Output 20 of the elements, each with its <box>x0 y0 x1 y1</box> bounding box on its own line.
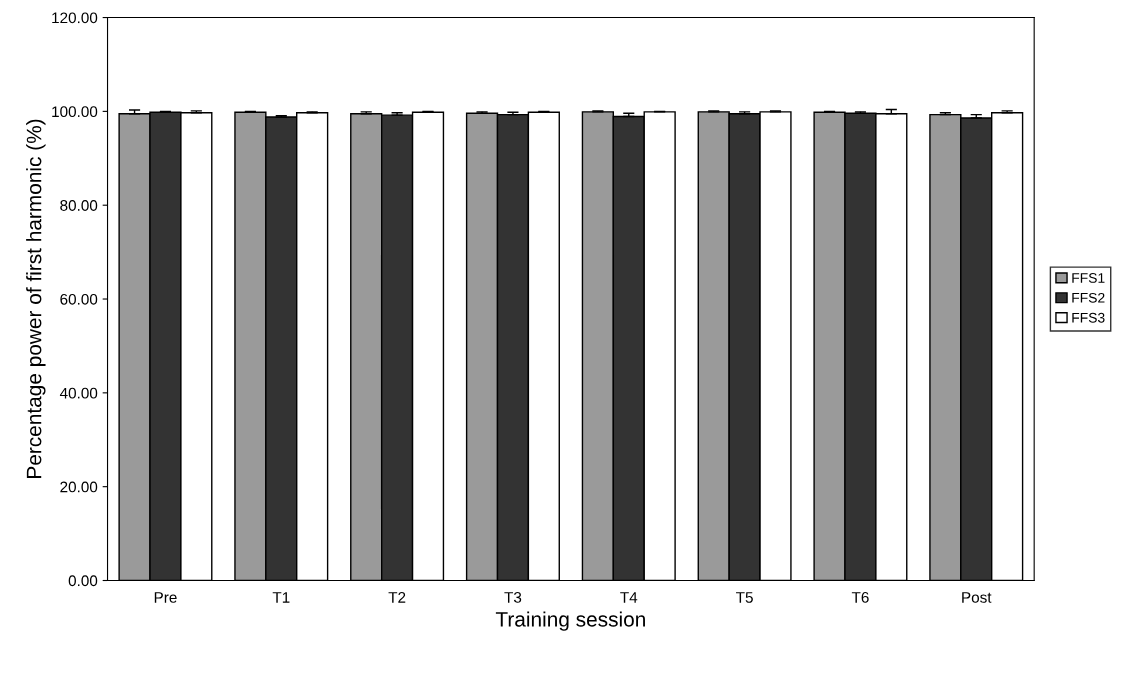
y-tick-label: 20.00 <box>60 481 98 493</box>
legend-label: FFS2 <box>1072 292 1105 303</box>
y-axis-title: Percentage power of first harmonic (%) <box>26 119 46 478</box>
x-tick-label: T6 <box>851 592 869 603</box>
y-tick-label: 100.00 <box>52 106 98 118</box>
x-tick-label: T2 <box>388 592 406 603</box>
x-tick-label: T3 <box>504 592 522 603</box>
x-tick-label: T4 <box>620 592 638 603</box>
y-tick-label: 80.00 <box>60 200 98 211</box>
x-axis-title: Training session <box>495 611 645 631</box>
x-tick-label: T1 <box>272 592 290 603</box>
y-tick-label: 120.00 <box>52 12 98 24</box>
legend-label: FFS3 <box>1072 312 1105 323</box>
y-tick-label: 40.00 <box>59 387 98 399</box>
y-tick-label: 0.00 <box>68 575 98 587</box>
x-tick-label: T5 <box>736 592 753 603</box>
legend-label: FFS1 <box>1072 273 1105 283</box>
x-tick-label: Post <box>962 592 992 603</box>
y-tick-label: 60.00 <box>60 293 98 305</box>
x-tick-label: Pre <box>154 592 177 603</box>
